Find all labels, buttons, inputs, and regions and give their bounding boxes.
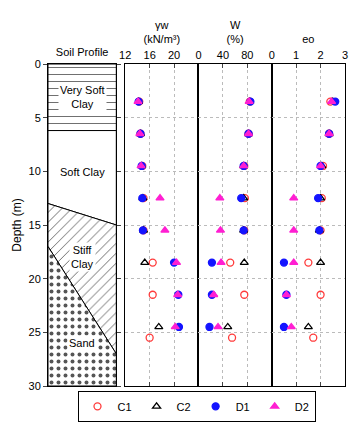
svg-text:10: 10 <box>29 165 41 177</box>
svg-text:W(%): W(%) <box>227 19 244 45</box>
svg-text:StiffClay: StiffClay <box>71 244 94 270</box>
svg-text:eo: eo <box>302 33 314 45</box>
svg-text:1: 1 <box>293 49 299 61</box>
svg-text:20: 20 <box>168 49 180 61</box>
svg-text:Soft Clay: Soft Clay <box>60 166 105 178</box>
svg-text:Sand: Sand <box>69 337 95 349</box>
svg-text:15: 15 <box>29 219 41 231</box>
svg-text:D2: D2 <box>295 401 309 413</box>
svg-text:0: 0 <box>35 58 41 70</box>
svg-text:3: 3 <box>342 49 348 61</box>
svg-text:12: 12 <box>119 49 131 61</box>
svg-text:2: 2 <box>318 49 324 61</box>
svg-text:0: 0 <box>195 49 201 61</box>
svg-text:5: 5 <box>35 112 41 124</box>
svg-text:0: 0 <box>269 49 275 61</box>
svg-text:γw(kN/m³): γw(kN/m³) <box>144 19 181 45</box>
svg-text:25: 25 <box>29 326 41 338</box>
svg-text:Soil Profile: Soil Profile <box>56 46 109 58</box>
svg-text:Depth (m): Depth (m) <box>10 198 24 251</box>
svg-text:40: 40 <box>217 49 229 61</box>
svg-text:C1: C1 <box>118 401 132 413</box>
svg-text:20: 20 <box>29 273 41 285</box>
svg-text:30: 30 <box>29 380 41 392</box>
svg-text:Very SoftClay: Very SoftClay <box>60 84 105 110</box>
svg-text:D1: D1 <box>236 401 250 413</box>
svg-text:80: 80 <box>241 49 253 61</box>
svg-text:16: 16 <box>144 49 156 61</box>
svg-text:C2: C2 <box>177 401 191 413</box>
